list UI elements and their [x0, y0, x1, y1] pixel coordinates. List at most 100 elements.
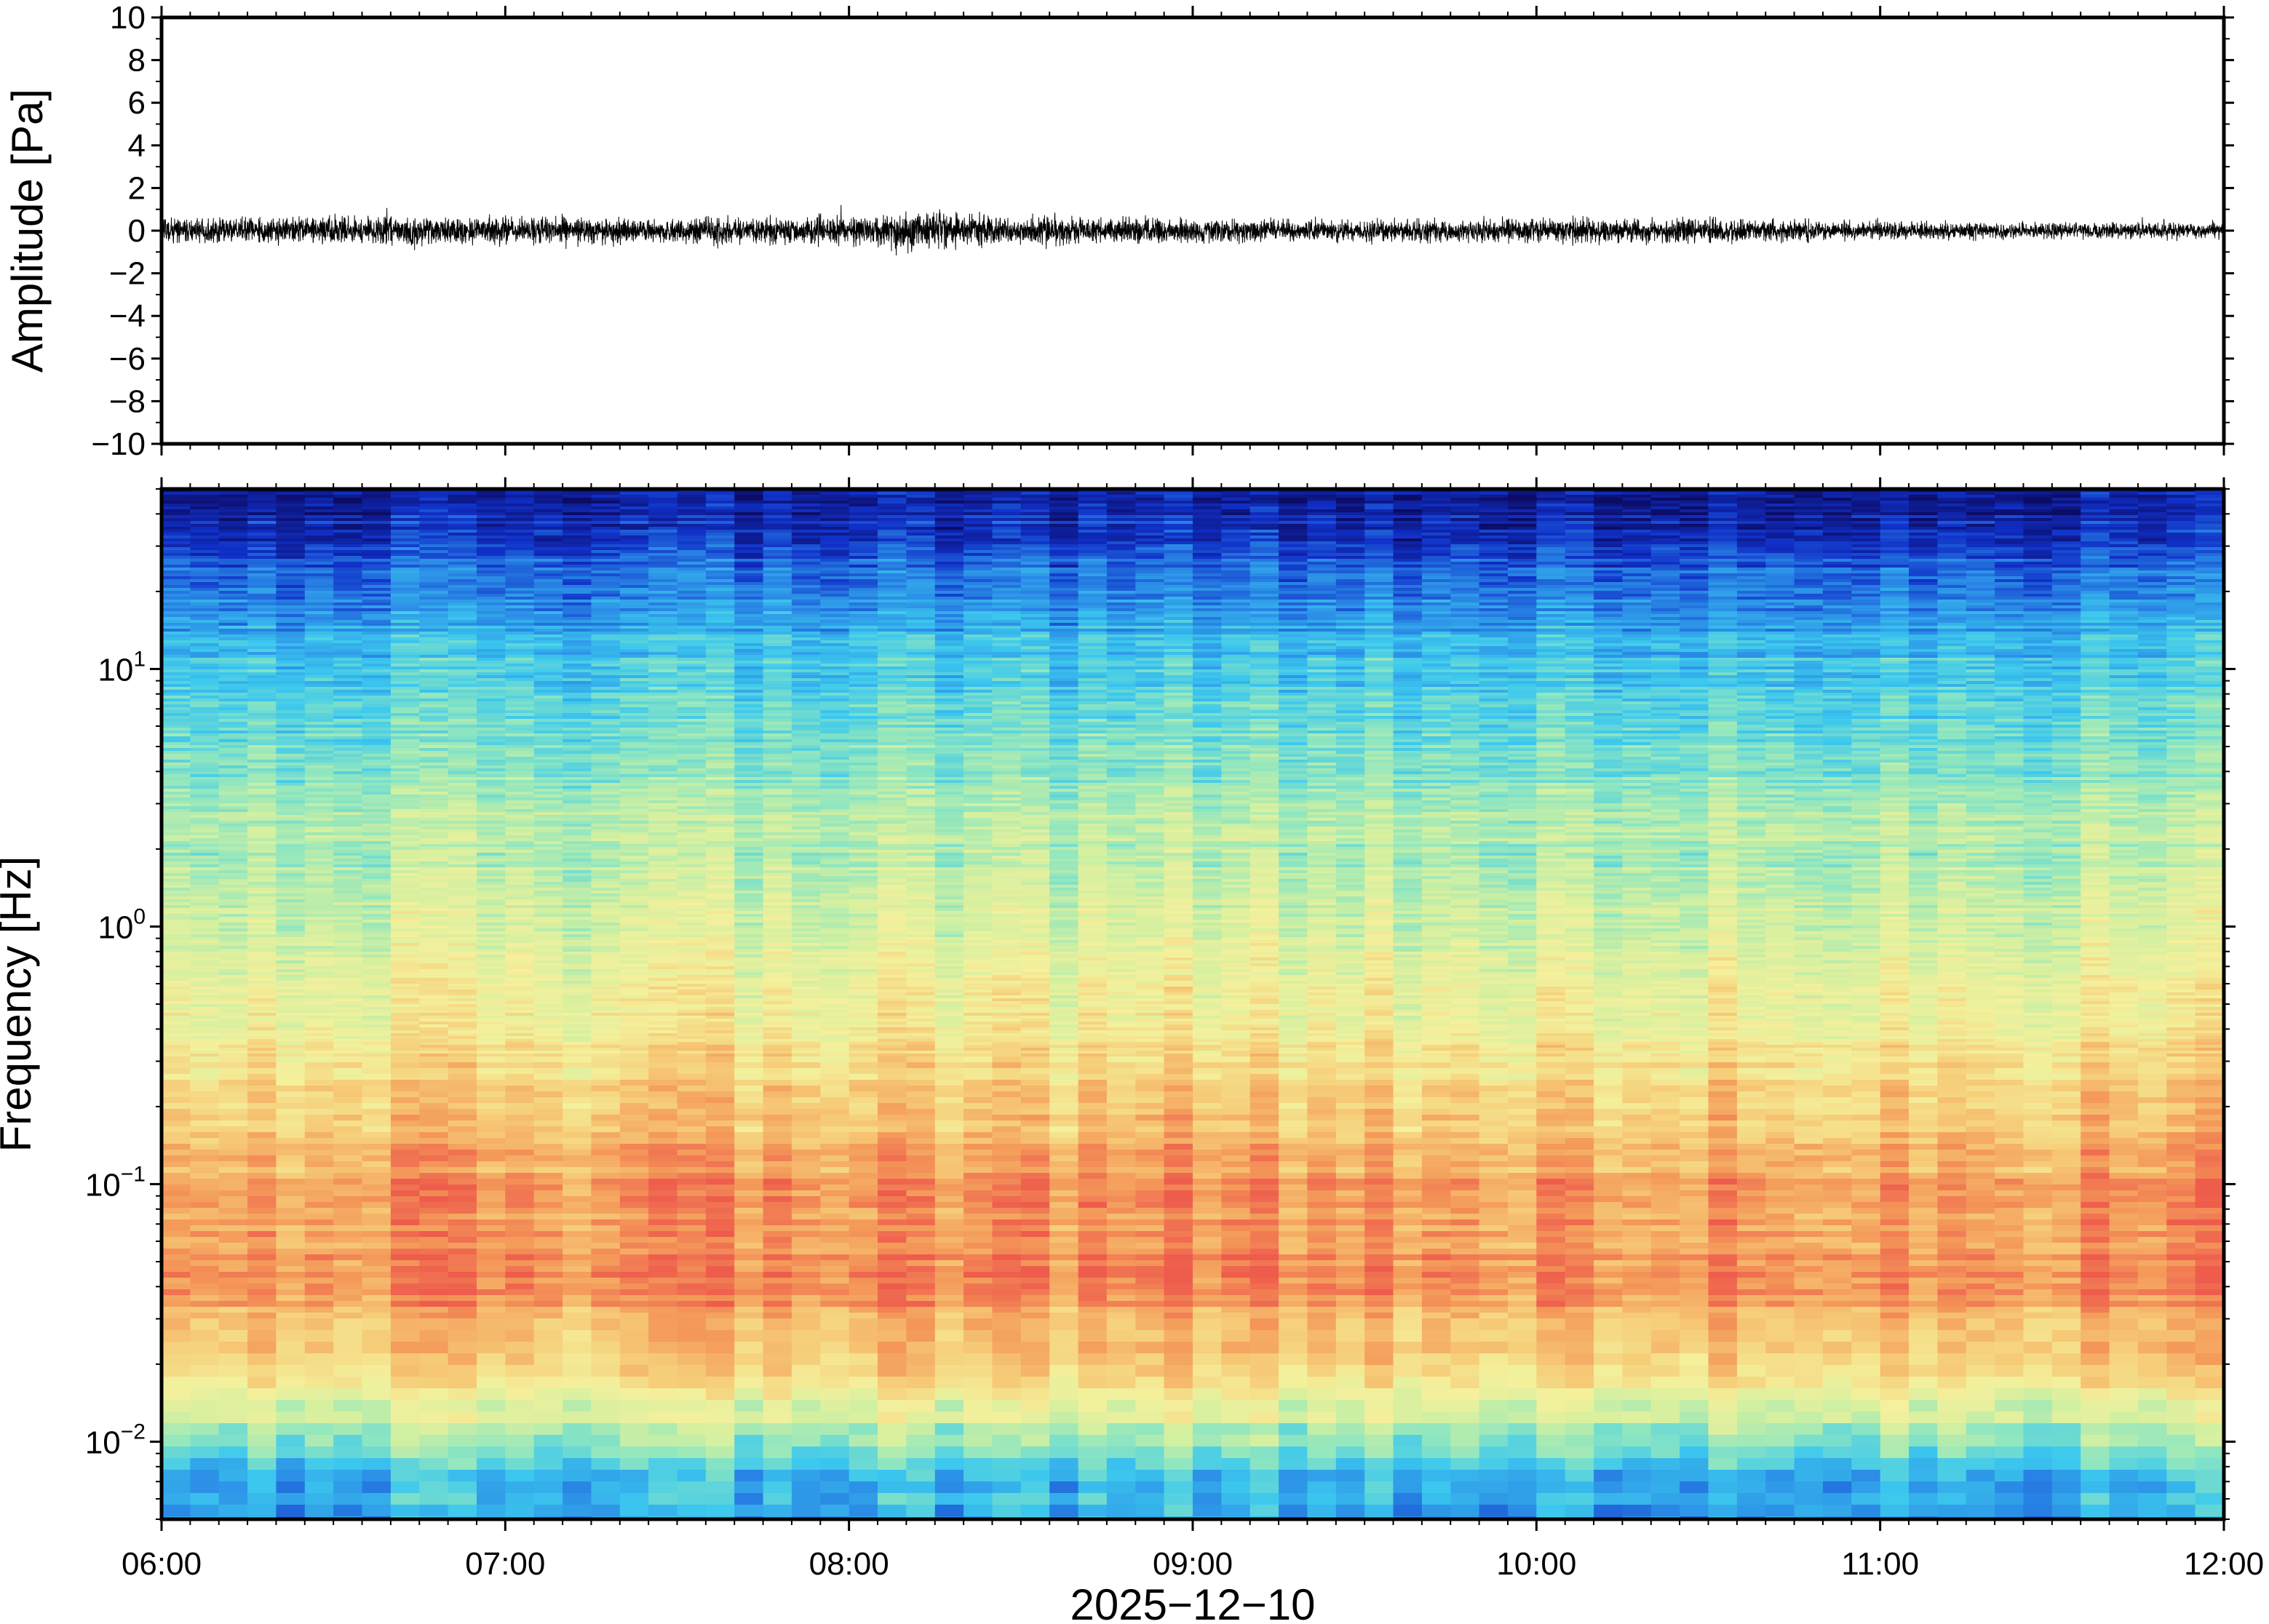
spectrogram-cell — [1421, 582, 1452, 586]
spectrogram-cell — [390, 661, 421, 664]
spectrogram-cell — [878, 634, 907, 638]
spectrogram-cell — [1622, 629, 1652, 632]
spectrogram-cell — [1135, 646, 1165, 650]
spectrogram-cell — [2023, 643, 2053, 647]
spectrogram-cell — [2109, 602, 2139, 606]
spectrogram-cell — [1708, 626, 1738, 629]
spectrogram-cell — [878, 620, 907, 624]
spectrogram-cell — [1508, 530, 1538, 533]
spectrogram-cell — [1794, 570, 1824, 574]
spectrogram-cell — [2109, 573, 2139, 577]
spectrogram-cell — [878, 661, 907, 664]
spectrogram-cell — [505, 605, 535, 609]
spectrogram-cell — [1508, 620, 1538, 624]
spectrogram-cell — [1020, 565, 1050, 568]
spectrogram-cell — [1106, 559, 1137, 562]
spectrogram-cell — [1164, 512, 1193, 516]
spectrogram-cell — [1479, 655, 1509, 658]
spectrogram-cell — [390, 658, 421, 661]
spectrogram-cell — [1565, 661, 1594, 664]
spectrogram-cell — [362, 605, 392, 609]
spectrogram-cell — [247, 544, 277, 548]
spectrogram-cell — [1020, 541, 1050, 545]
spectrogram-cell — [1450, 556, 1480, 560]
spectrogram-cell — [734, 576, 764, 580]
spectrogram-cell — [1393, 585, 1423, 589]
spectrogram-cell — [1393, 568, 1423, 571]
spectrogram-cell — [1221, 640, 1251, 644]
spectrogram-cell — [362, 678, 392, 682]
spectrogram-cell — [2109, 556, 2139, 560]
spectrogram-cell — [390, 669, 421, 673]
spectrogram-cell — [849, 495, 878, 498]
spectrogram-cell — [963, 576, 993, 580]
spectrogram-cell — [1307, 509, 1337, 513]
spectrogram-cell — [247, 518, 277, 522]
spectrogram-cell — [734, 681, 764, 685]
spectrogram-cell — [448, 550, 477, 554]
spectrogram-cell — [820, 570, 850, 574]
spectrogram-cell — [1479, 582, 1509, 586]
spectrogram-cell — [1364, 669, 1394, 673]
spectrogram-cell — [2195, 512, 2224, 516]
spectrogram-cell — [878, 588, 907, 592]
spectrogram-cell — [1421, 495, 1452, 498]
spectrogram-cell — [362, 623, 392, 626]
spectrogram-cell — [1393, 591, 1423, 594]
spectrogram-cell — [648, 498, 678, 501]
spectrogram-cell — [1765, 562, 1795, 565]
spectrogram-cell — [2051, 524, 2081, 528]
spectrogram-cell — [2109, 611, 2139, 615]
spectrogram-cell — [218, 562, 248, 565]
spectrogram-cell — [992, 492, 1022, 495]
spectrogram-cell — [2195, 623, 2224, 626]
spectrogram-cell — [1364, 646, 1394, 650]
spectrogram-cell — [1106, 597, 1137, 600]
spectrogram-cell — [477, 573, 506, 577]
spectrogram-cell — [1794, 536, 1824, 539]
spectrogram-cell — [533, 579, 563, 583]
spectrogram-cell — [2023, 620, 2053, 624]
spectrogram-cell — [791, 643, 822, 647]
spectrogram-cell — [648, 661, 678, 664]
spectrogram-cell — [1307, 498, 1337, 501]
spectrogram-cell — [505, 591, 535, 594]
spectrogram-cell — [1995, 536, 2024, 539]
spectrogram-cell — [934, 582, 964, 586]
spectrogram-cell — [619, 559, 649, 562]
spectrogram-cell — [1508, 658, 1538, 661]
spectrogram-cell — [2081, 533, 2110, 536]
spectrogram-cell — [1622, 649, 1652, 653]
spectrogram-cell — [1049, 579, 1079, 583]
spectrogram-cell — [1622, 678, 1652, 682]
spectrogram-cell — [1536, 605, 1566, 609]
spectrogram-cell — [1393, 611, 1423, 615]
spectrogram-cell — [1622, 553, 1652, 557]
spectrogram-cell — [1851, 661, 1881, 664]
spectrogram-cell — [1049, 530, 1079, 533]
spectrogram-cell — [1508, 565, 1538, 568]
spectrogram-cell — [934, 527, 964, 530]
spectrogram-cell — [1164, 678, 1193, 682]
spectrogram-cell — [1078, 643, 1108, 647]
spectrogram-cell — [1020, 652, 1050, 656]
spectrogram-cell — [619, 591, 649, 594]
spectrogram-cell — [1650, 506, 1680, 510]
spectrogram-cell — [1594, 506, 1624, 510]
spectrogram-cell — [2195, 530, 2224, 533]
spectrogram-cell — [2195, 503, 2224, 507]
spectrogram-cell — [190, 495, 220, 498]
spectrogram-cell — [1736, 640, 1767, 644]
spectrogram-cell — [276, 661, 306, 664]
spectrogram-cell — [1565, 503, 1594, 507]
spectrogram-cell — [2081, 666, 2110, 670]
spectrogram-cell — [963, 652, 993, 656]
spectrogram-cell — [591, 506, 621, 510]
spectrogram-cell — [190, 608, 220, 612]
spectrogram-cell — [1680, 501, 1709, 504]
spectrogram-cell — [906, 524, 936, 528]
spectrogram-cell — [2023, 669, 2053, 673]
spectrogram-cell — [934, 649, 964, 653]
spectrogram-cell — [2051, 666, 2081, 670]
spectrogram-cell — [190, 640, 220, 644]
